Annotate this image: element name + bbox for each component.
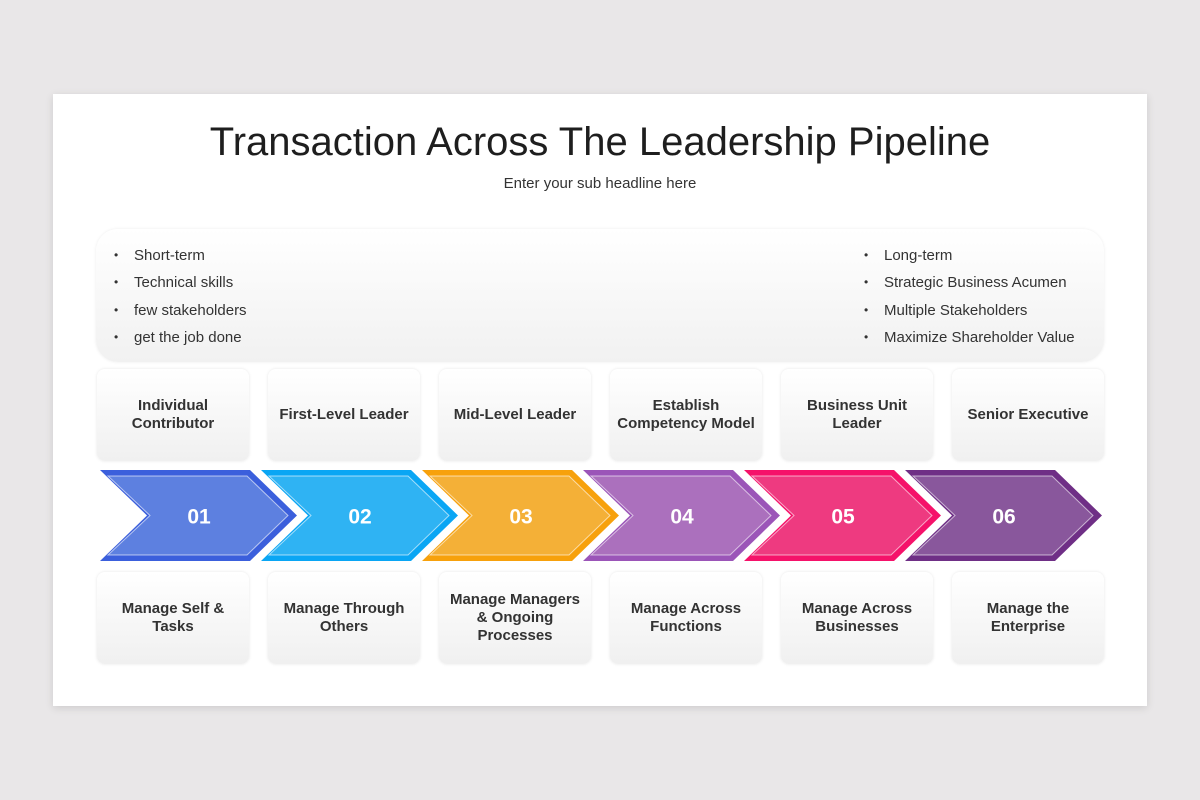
focus-card: Manage Self & Tasks [97,572,249,664]
list-item: Multiple Stakeholders [864,302,1075,329]
list-item: get the job done [114,329,247,356]
role-card: Individual Contributor [97,369,249,461]
step-number: 03 [509,506,532,529]
chevron-inner [911,475,1094,556]
focus-card: Manage Across Functions [610,572,762,664]
step-number: 02 [348,506,371,529]
focus-card: Manage Across Businesses [781,572,933,664]
focus-card: Manage the Enterprise [952,572,1104,664]
focus-card: Manage Through Others [268,572,420,664]
role-card: Establish Competency Model [610,369,762,461]
role-card: Business Unit Leader [781,369,933,461]
left-points: Short-term Technical skills few stakehol… [96,247,247,356]
list-item: Long-term [864,247,1075,274]
list-item: few stakeholders [114,302,246,329]
list-item: Technical skills [114,274,247,301]
list-item: Strategic Business Acumen [864,274,1075,301]
step-number: 01 [187,506,211,529]
list-item: Short-term [114,247,247,274]
chevron-inner [267,475,450,556]
chevron-inner [428,475,611,556]
page-title: Transaction Across The Leadership Pipeli… [209,120,991,164]
right-points: Long-term Strategic Business Acumen Mult… [846,247,1075,356]
chevron-06: 06 [898,467,1106,564]
focus-card: Manage Managers & Ongoing Processes [439,572,591,664]
chevron-inner [589,475,772,556]
role-card: First-Level Leader [268,369,420,461]
comparison-panel: Short-term Technical skills few stakehol… [96,229,1104,362]
chevron-inner [106,475,289,556]
role-card: Mid-Level Leader [439,369,591,461]
chevron-05: 05 [737,467,945,564]
chevron-03: 03 [415,467,623,564]
step-number: 05 [831,506,855,529]
subtitle: Enter your sub headline here [503,175,697,192]
step-number: 04 [670,506,694,529]
step-number: 06 [992,506,1015,529]
chevron-02: 02 [254,467,462,564]
chevron-04: 04 [576,467,784,564]
list-item: Maximize Shareholder Value [864,329,1075,356]
role-card: Senior Executive [952,369,1104,461]
chevron-inner [750,475,933,556]
chevron-01: 01 [93,467,301,564]
